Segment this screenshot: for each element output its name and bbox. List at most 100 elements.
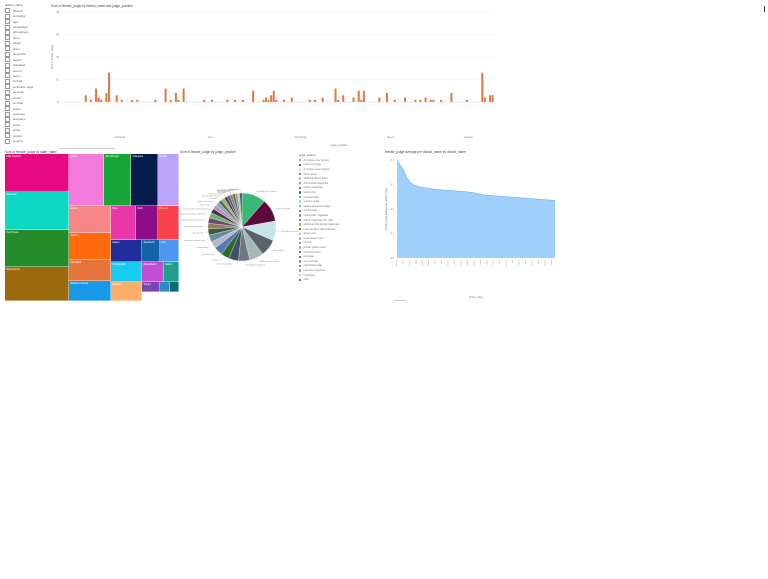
legend-item[interactable]: chief judicial magistrate xyxy=(299,181,359,186)
legend-item[interactable]: juvenile justice board xyxy=(299,245,359,250)
area-chart: 0.4 0.3 0.2 0.1 0.0 female_judge average per … xyxy=(385,159,556,301)
slicer-item[interactable]: anantnag xyxy=(5,111,47,117)
checkbox[interactable] xyxy=(5,95,10,101)
legend-item[interactable]: other xyxy=(299,277,359,282)
slicer-item[interactable]: alappuzha xyxy=(5,51,47,57)
leader-line xyxy=(206,238,211,241)
checkbox[interactable] xyxy=(5,8,10,14)
slicer-item[interactable]: aligarh xyxy=(5,57,47,63)
legend-item[interactable]: senior civil judge xyxy=(299,163,359,168)
slicer-item[interactable]: anand xyxy=(5,106,47,112)
checkbox[interactable] xyxy=(5,68,10,74)
checkbox[interactable] xyxy=(5,100,10,106)
legend-item[interactable]: rent controller xyxy=(299,259,359,264)
legend-item[interactable]: principal judge xyxy=(299,195,359,200)
checkbox[interactable] xyxy=(5,35,10,41)
checkbox[interactable] xyxy=(5,138,10,144)
x-tick-mark: — xyxy=(484,104,486,106)
legend-marker xyxy=(299,205,302,208)
slicer-item[interactable]: ahmadabad xyxy=(5,24,47,30)
slicer-item[interactable]: aizawl xyxy=(5,40,47,46)
checkbox[interactable] xyxy=(5,24,10,30)
slicer-item[interactable]: allahabad xyxy=(5,62,47,68)
slicer-item[interactable]: ambala xyxy=(5,78,47,84)
legend-item[interactable]: additional sessions judge xyxy=(299,204,359,209)
x-tick-mark: — xyxy=(337,104,339,106)
leader-line xyxy=(217,197,221,202)
legend-item[interactable]: judicial magistrate xyxy=(299,186,359,191)
slicer-item[interactable]: anantapur xyxy=(5,116,47,122)
y-tick-label: 20 xyxy=(56,55,59,59)
legend-item[interactable]: additional district judge xyxy=(299,176,359,181)
legend-item[interactable]: consumer forum xyxy=(299,250,359,255)
checkbox[interactable] xyxy=(5,122,10,128)
legend-item[interactable]: metropolitan magistrate xyxy=(299,213,359,218)
slicer-item[interactable]: ahmednagar xyxy=(5,29,47,35)
bar xyxy=(177,99,180,102)
checkbox[interactable] xyxy=(5,73,10,79)
legend-item[interactable]: sessions judge xyxy=(299,199,359,204)
legend-marker xyxy=(299,278,302,281)
legend-label: judicial magistrate xyxy=(303,186,323,190)
legend-item[interactable]: civil judge senior division xyxy=(299,167,359,172)
checkbox[interactable] xyxy=(5,116,10,122)
checkbox[interactable] xyxy=(5,89,10,95)
slicer-item[interactable]: alipur xyxy=(5,46,47,52)
checkbox[interactable] xyxy=(5,133,10,139)
checkbox[interactable] xyxy=(5,46,10,52)
checkbox[interactable] xyxy=(5,29,10,35)
checkbox[interactable] xyxy=(5,19,10,25)
treemap-cell-label: West Bengal xyxy=(105,155,119,158)
area-fill xyxy=(397,160,555,258)
legend-item[interactable]: special judge xyxy=(299,209,359,214)
legend-item[interactable]: subordinate judge xyxy=(299,264,359,269)
checkbox[interactable] xyxy=(5,78,10,84)
checkbox[interactable] xyxy=(5,57,10,63)
legend-item[interactable]: judicial magistrate first class xyxy=(299,218,359,223)
slicer-item[interactable]: ariyalur xyxy=(5,133,47,139)
legend-item[interactable]: magistrate xyxy=(299,273,359,278)
slicer-item[interactable]: alwar xyxy=(5,73,47,79)
checkbox[interactable] xyxy=(5,127,10,133)
legend-item[interactable]: civil judge xyxy=(299,254,359,259)
legend-item[interactable]: district judge xyxy=(299,172,359,177)
pie-data-label: additional district judge xyxy=(259,260,278,263)
slicer-item[interactable]: agra xyxy=(5,19,47,25)
slicer-item[interactable]: amravati xyxy=(5,89,47,95)
slicer-item[interactable]: angul xyxy=(5,122,47,128)
checkbox[interactable] xyxy=(5,13,10,19)
pie-data-label: judicial magistrate first class xyxy=(180,218,204,221)
x-tick-mark: — xyxy=(237,104,239,106)
slicer-item[interactable]: ajmer xyxy=(5,35,47,41)
legend-item[interactable]: small causes court xyxy=(299,236,359,241)
district-slicer: district_name bharuch ambedkar agra ahmadab… xyxy=(5,3,47,148)
slicer-item[interactable]: amritsar xyxy=(5,100,47,106)
checkbox[interactable] xyxy=(5,40,10,46)
checkbox[interactable] xyxy=(5,106,10,112)
x-tick-mark: — xyxy=(329,104,331,106)
legend-item[interactable]: executive magistrate xyxy=(299,268,359,273)
slicer-item[interactable]: araria xyxy=(5,127,47,133)
legend-item[interactable]: motor accident claims tribunal xyxy=(299,227,359,232)
checkbox[interactable] xyxy=(5,84,10,90)
legend-item[interactable]: civil judge junior division xyxy=(299,158,359,163)
slicer-item[interactable]: almora xyxy=(5,68,47,74)
legend-item[interactable]: munsiff xyxy=(299,241,359,246)
slicer-item[interactable]: anuppur xyxy=(5,138,47,144)
x-tick-mark: — xyxy=(438,104,440,106)
slicer-item[interactable]: ambedkar xyxy=(5,13,47,19)
bar xyxy=(241,99,244,102)
bar xyxy=(120,99,123,102)
legend-item[interactable]: additional chief judicial magistrate xyxy=(299,222,359,227)
treemap-cell xyxy=(5,267,69,301)
slicer-item[interactable]: amreli xyxy=(5,95,47,101)
slicer-item[interactable]: bharuch xyxy=(5,8,47,14)
treemap-cell-label: Jharkhand xyxy=(143,241,155,244)
legend-marker xyxy=(299,237,302,240)
legend-item[interactable]: family court xyxy=(299,190,359,195)
slicer-item[interactable]: ambedkar nagar xyxy=(5,84,47,90)
checkbox[interactable] xyxy=(5,51,10,57)
checkbox[interactable] xyxy=(5,62,10,68)
checkbox[interactable] xyxy=(5,111,10,117)
legend-item[interactable]: labour court xyxy=(299,232,359,237)
